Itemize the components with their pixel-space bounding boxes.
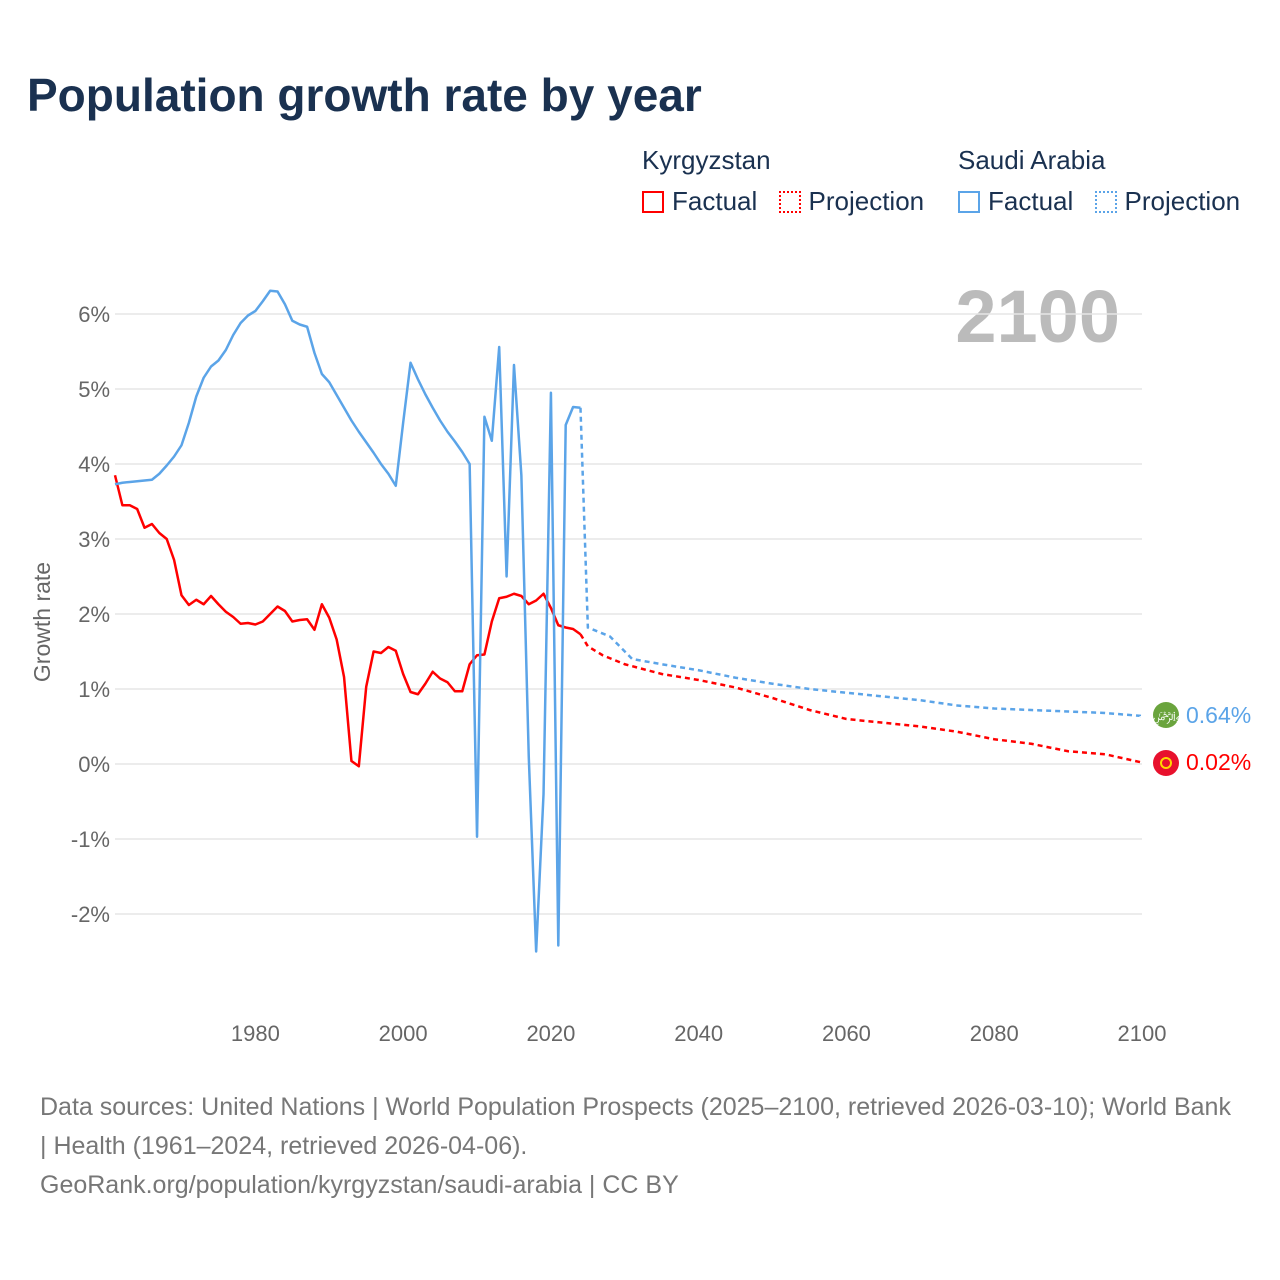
saudi-flag-icon xyxy=(1153,702,1179,728)
legend-saudi-arabia: Saudi Arabia Factual Projection xyxy=(958,145,1240,220)
x-tick-label: 2100 xyxy=(1118,1021,1167,1046)
y-tick-label: 3% xyxy=(78,527,110,552)
end-label-saudi: 0.64% xyxy=(1186,702,1251,728)
legend-swatch xyxy=(642,190,664,213)
y-tick-label: 6% xyxy=(78,302,110,327)
legend-swatch xyxy=(1094,190,1117,213)
y-tick-label: -1% xyxy=(71,827,110,852)
legend-saudi-factual[interactable]: Factual xyxy=(958,186,1073,217)
data-sources: Data sources: United Nations | World Pop… xyxy=(40,1093,1231,1160)
y-tick-label: 2% xyxy=(78,602,110,627)
legend-group-name: Saudi Arabia xyxy=(958,145,1106,175)
legend-kyrgyzstan-factual[interactable]: Factual xyxy=(642,186,757,217)
legend-kyrgyzstan: Kyrgyzstan Factual Projection xyxy=(642,145,938,220)
x-tick-label: 1980 xyxy=(231,1021,280,1046)
legend-label: Factual xyxy=(988,186,1074,216)
y-tick-label: 5% xyxy=(78,377,110,402)
y-tick-label: -2% xyxy=(71,902,110,927)
kyrgyzstan-factual-line xyxy=(113,474,582,768)
y-tick-label: 4% xyxy=(78,452,110,477)
chart-title: Population growth rate by year xyxy=(27,69,702,121)
x-tick-label: 2040 xyxy=(674,1021,723,1046)
kyrgyzstan-projection-line xyxy=(579,633,1143,764)
legend-label: Projection xyxy=(808,186,925,216)
legend-label: Projection xyxy=(1124,186,1241,216)
saudi-projection-line xyxy=(579,407,1143,718)
footer: Data sources: United Nations | World Pop… xyxy=(40,1088,1240,1205)
x-tick-label: 2060 xyxy=(822,1021,871,1046)
end-label-kyrgyzstan: 0.02% xyxy=(1186,749,1251,775)
legend-saudi-projection[interactable]: Projection xyxy=(1094,186,1241,217)
x-tick-label: 2080 xyxy=(970,1021,1019,1046)
end-marker-saudi: ﷽ xyxy=(1120,702,1212,728)
y-tick-label: 1% xyxy=(78,677,110,702)
legend-label: Factual xyxy=(672,186,758,216)
y-axis-label: Growth rate xyxy=(29,562,55,682)
x-tick-label: 2000 xyxy=(379,1021,428,1046)
year-watermark: 2100 xyxy=(955,275,1120,358)
saudi-flag-glyph: ﷽ xyxy=(1120,709,1212,725)
y-tick-label: 0% xyxy=(78,752,110,777)
legend-kyrgyzstan-projection[interactable]: Projection xyxy=(778,186,925,217)
kyrgyzstan-flag-icon xyxy=(1153,750,1179,776)
end-marker-kyrgyzstan xyxy=(1153,750,1179,776)
legend-group-name: Kyrgyzstan xyxy=(642,145,771,175)
source-link[interactable]: GeoRank.org/population/kyrgyzstan/saudi-… xyxy=(40,1171,679,1199)
x-tick-label: 2020 xyxy=(526,1021,575,1046)
legend-swatch xyxy=(778,190,801,213)
saudi-factual-line xyxy=(114,289,581,953)
legend-swatch xyxy=(958,190,980,213)
kyrgyzstan-sun xyxy=(1160,757,1172,769)
